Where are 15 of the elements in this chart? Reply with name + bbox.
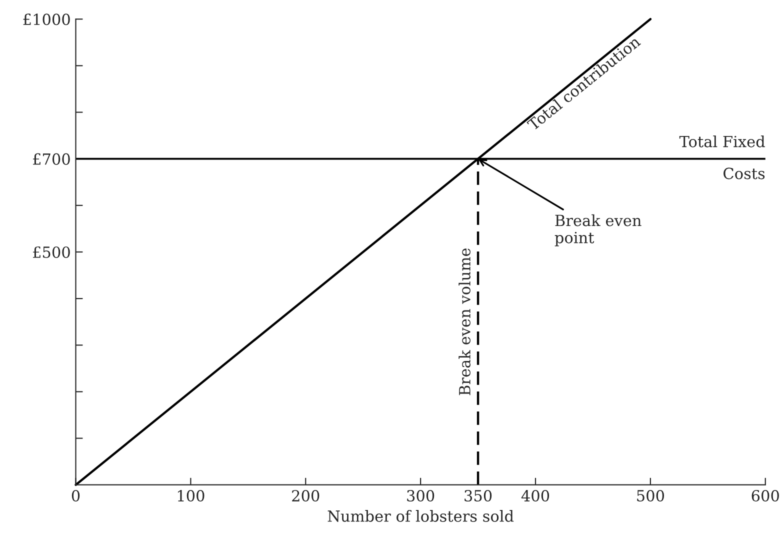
y-tick-label: £1000 xyxy=(23,14,70,26)
x-tick-label: 200 xyxy=(292,490,320,502)
x-tick-label: 500 xyxy=(637,490,664,502)
ref-line-label: Break even volume xyxy=(458,248,470,396)
x-tick-label: 400 xyxy=(521,490,550,502)
y-tick-label: £700 xyxy=(33,153,70,165)
y-tick-label: £500 xyxy=(33,246,70,258)
x-tick-label: 600 xyxy=(752,490,779,502)
text: Total Fixed Costs xyxy=(679,135,765,180)
annotation: Break even point xyxy=(554,214,642,246)
x-tick-label: 100 xyxy=(178,490,204,502)
x-tick-label: 0 xyxy=(72,490,80,502)
x-tick-label: 350 xyxy=(464,490,492,502)
x-axis-title: Number of lobsters sold xyxy=(328,510,514,522)
x-tick-label: 300 xyxy=(407,490,434,502)
